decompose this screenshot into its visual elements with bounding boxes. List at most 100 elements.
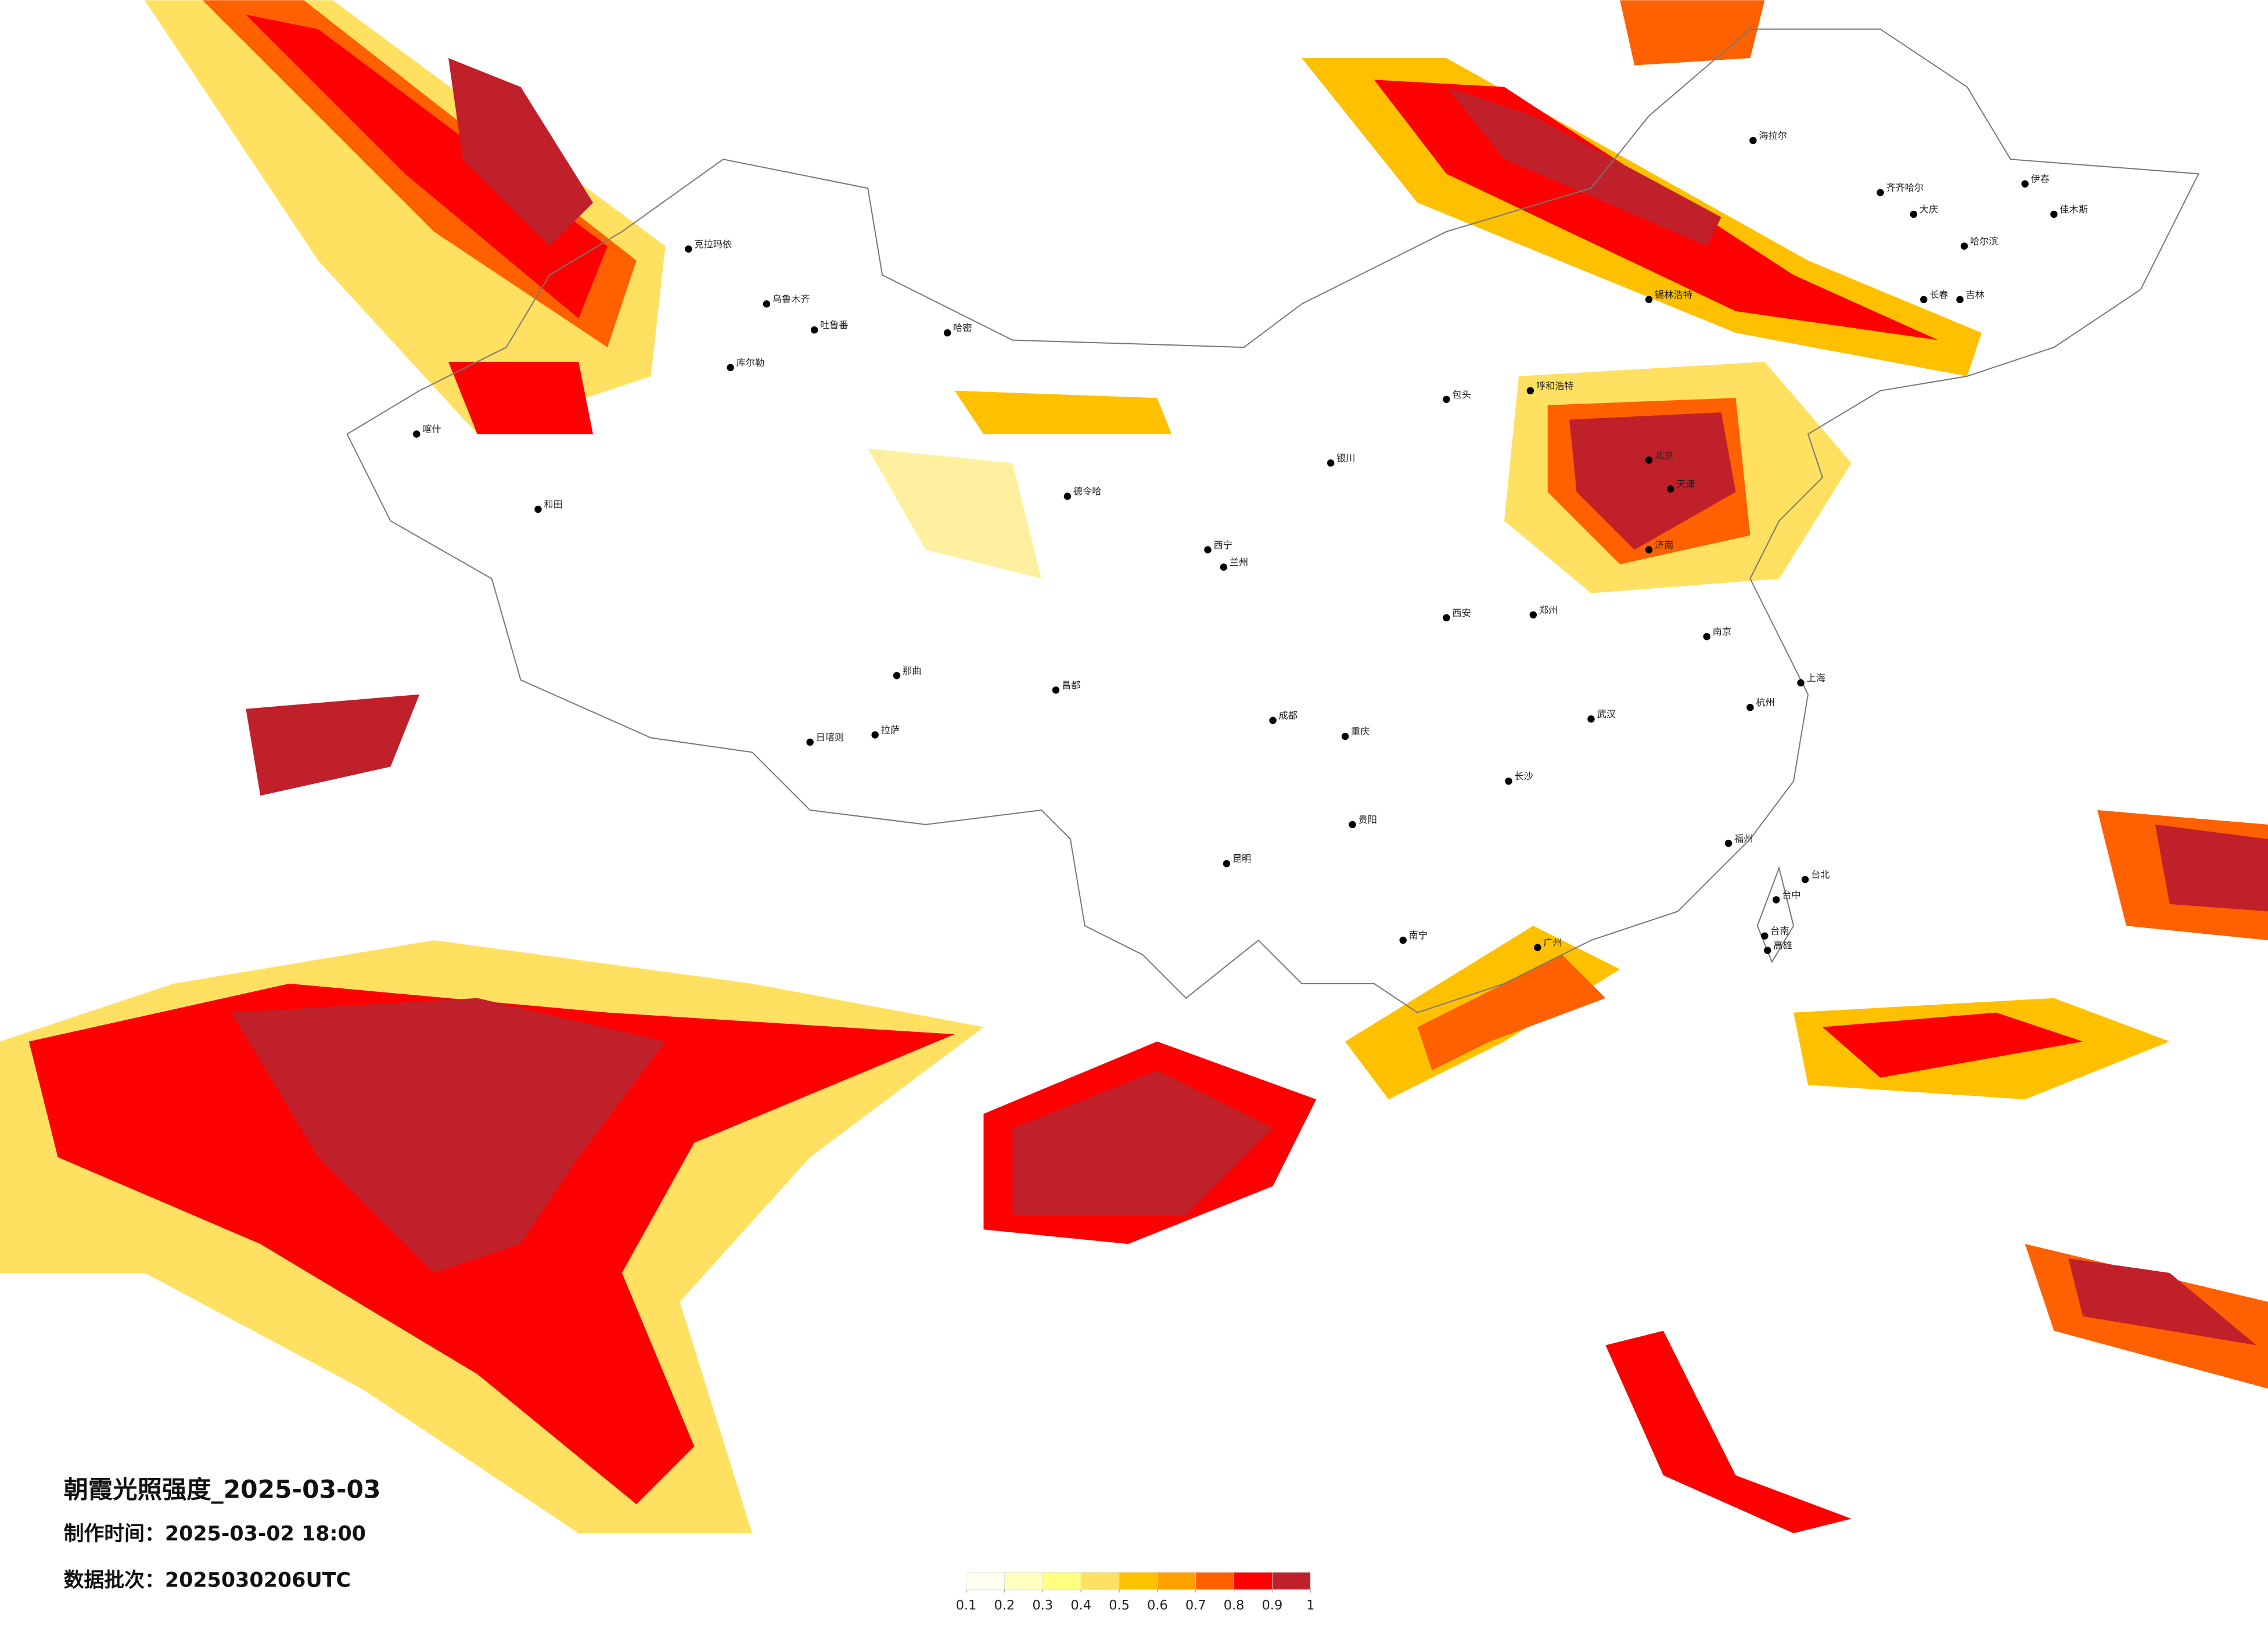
city-dot xyxy=(1797,679,1805,687)
field xyxy=(1822,1012,2083,1078)
legend-tick-label: 0.1 xyxy=(956,1598,977,1613)
field xyxy=(2068,1258,2257,1346)
field xyxy=(246,15,608,319)
city-label: 德令哈 xyxy=(1073,486,1102,497)
city-dot xyxy=(1645,296,1653,304)
city-label: 郑州 xyxy=(1539,605,1558,616)
field xyxy=(231,998,666,1273)
city-dot xyxy=(1399,936,1407,944)
field xyxy=(1605,1330,1852,1534)
city-label: 佳木斯 xyxy=(2059,204,2088,215)
legend-swatch xyxy=(1119,1572,1158,1590)
city-dot xyxy=(1269,717,1277,724)
city-dot xyxy=(944,329,951,337)
city-dot xyxy=(1534,944,1541,951)
batch-label: 数据批次： xyxy=(64,1569,165,1592)
city-label: 大庆 xyxy=(1920,204,1938,215)
city-label: 喀什 xyxy=(422,424,441,435)
city-label: 锡林浩特 xyxy=(1655,289,1692,300)
legend-tick-label: 0.7 xyxy=(1185,1598,1206,1613)
field xyxy=(1620,0,1765,66)
legend-tick-label: 1 xyxy=(1306,1598,1314,1613)
field xyxy=(448,361,594,434)
legend-tick-label: 0.9 xyxy=(1262,1598,1283,1613)
field xyxy=(1012,1070,1273,1215)
city-dot xyxy=(1526,387,1534,395)
city-dot xyxy=(1764,947,1771,954)
city-label: 昆明 xyxy=(1232,853,1251,864)
city-label: 台南 xyxy=(1770,926,1789,937)
city-dot xyxy=(1587,715,1595,723)
city-dot xyxy=(1063,492,1072,500)
city-dot xyxy=(1801,876,1809,883)
city-dot xyxy=(1327,459,1335,467)
city-label: 库尔勒 xyxy=(736,357,765,368)
city-dot xyxy=(1920,296,1928,304)
city-label: 齐齐哈尔 xyxy=(1886,182,1924,193)
city-label: 福州 xyxy=(1734,833,1753,844)
island-border xyxy=(1756,866,1795,963)
city-dot xyxy=(1761,932,1769,940)
legend-swatch xyxy=(1004,1572,1043,1590)
city-dot xyxy=(1223,859,1231,868)
city-dot xyxy=(685,245,692,253)
city-label: 长沙 xyxy=(1514,771,1533,782)
city-label: 那曲 xyxy=(903,665,921,676)
city-dot xyxy=(1341,732,1349,740)
title: 朝霞光照强度_2025-03-03 xyxy=(64,1476,381,1504)
city-label: 贵阳 xyxy=(1358,814,1377,825)
city-dot xyxy=(2021,180,2029,188)
field xyxy=(448,57,594,246)
city-label: 兰州 xyxy=(1230,557,1248,568)
city-label: 呼和浩特 xyxy=(1536,380,1574,391)
city-dot xyxy=(871,731,879,739)
city-label: 上海 xyxy=(1807,672,1825,684)
city-label: 乌鲁木齐 xyxy=(772,293,810,304)
city-dot xyxy=(1749,136,1757,145)
field xyxy=(868,448,1042,579)
legend-tick-label: 0.4 xyxy=(1070,1598,1091,1613)
city-label: 日喀则 xyxy=(816,732,844,743)
city-label: 包头 xyxy=(1452,389,1471,400)
city-dot xyxy=(763,300,771,308)
city-label: 西安 xyxy=(1452,607,1471,618)
city-label: 昌都 xyxy=(1062,679,1080,690)
city-label: 成都 xyxy=(1279,710,1297,721)
city-dot xyxy=(806,738,814,746)
city-label: 长春 xyxy=(1929,289,1948,300)
city-label: 济南 xyxy=(1655,539,1673,551)
city-label: 伊春 xyxy=(2031,174,2050,185)
city-dot xyxy=(1443,395,1450,403)
city-label: 天津 xyxy=(1676,479,1695,490)
batch: 数据批次：2025030206UTC xyxy=(64,1569,351,1592)
legend-swatch xyxy=(1272,1572,1311,1590)
city-dot xyxy=(1773,896,1780,904)
city-dot xyxy=(1703,632,1710,641)
city-label: 哈密 xyxy=(953,322,972,333)
city-dot xyxy=(1204,546,1212,553)
city-label: 海拉尔 xyxy=(1759,130,1787,141)
legend-tick-label: 0.2 xyxy=(994,1598,1015,1613)
city-dot xyxy=(1220,563,1228,571)
field xyxy=(1446,87,1721,246)
city-dot xyxy=(534,505,542,513)
make-time-label: 制作时间： xyxy=(64,1523,165,1546)
city-dot xyxy=(1052,686,1060,694)
city-label: 吐鲁番 xyxy=(820,319,849,330)
city-label: 南京 xyxy=(1713,626,1731,637)
intensity-field xyxy=(0,0,2268,1534)
legend-swatch xyxy=(1042,1572,1081,1590)
city-label: 高雄 xyxy=(1773,940,1792,951)
legend-tick-label: 0.5 xyxy=(1109,1598,1130,1613)
city-dot xyxy=(810,326,818,334)
field xyxy=(954,390,1172,434)
field xyxy=(145,0,666,434)
legend-tick-label: 0.3 xyxy=(1033,1598,1054,1613)
legend-tick-label: 0.6 xyxy=(1147,1598,1168,1613)
city-label: 武汉 xyxy=(1597,708,1615,720)
city-dot xyxy=(1877,189,1884,196)
legend-swatch xyxy=(966,1572,1005,1590)
city-dot xyxy=(1667,485,1674,493)
